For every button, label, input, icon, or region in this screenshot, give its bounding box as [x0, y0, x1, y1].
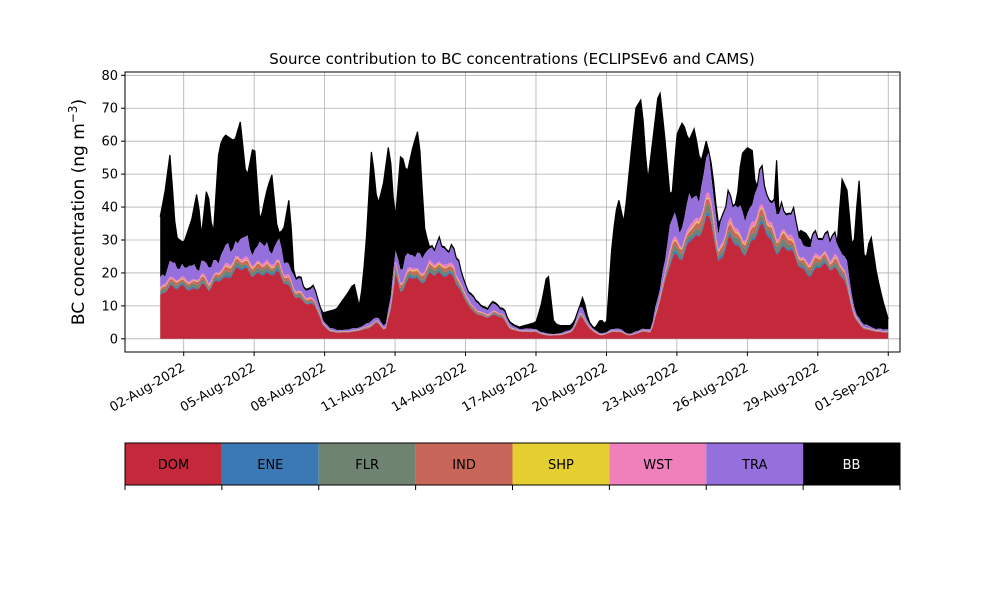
y-axis-label-close: ): [69, 99, 89, 106]
x-tick-label: 11-Aug-2022: [319, 360, 399, 415]
y-axis-label-main: BC concentration (ng m: [69, 123, 89, 325]
y-axis-label: BC concentration (ng m−3): [66, 99, 89, 325]
legend-label-tra: TRA: [741, 458, 767, 473]
y-tick-label: 10: [101, 299, 118, 314]
x-tick-label: 14-Aug-2022: [389, 360, 469, 415]
x-tick-label: 01-Sep-2022: [812, 360, 892, 415]
legend-swatch-wst: [609, 443, 707, 485]
x-tick-label: 17-Aug-2022: [460, 360, 540, 415]
y-tick-label: 20: [101, 266, 118, 281]
x-tick-label: 20-Aug-2022: [530, 360, 610, 415]
y-tick-label: 70: [101, 102, 118, 117]
legend-colorbar: DOM ENE FLR IND SHP WST TRA BB: [124, 442, 901, 490]
y-tick-label: 50: [101, 168, 118, 183]
legend-label-shp: SHP: [548, 458, 574, 473]
y-axis: 0 10 20 30 40 50 60 70 80: [101, 69, 125, 347]
chart-title: Source contribution to BC concentrations…: [269, 50, 754, 68]
x-tick-label: 23-Aug-2022: [601, 360, 681, 415]
legend-label-bb: BB: [843, 458, 861, 473]
y-tick-label: 30: [101, 234, 118, 249]
legend-label-ene: ENE: [257, 458, 283, 473]
legend-label-flr: FLR: [355, 458, 379, 473]
y-tick-label: 60: [101, 135, 118, 150]
legend-swatch-shp: [512, 443, 610, 485]
legend-swatch-bb: [803, 443, 900, 485]
legend-swatch-ene: [221, 443, 319, 485]
x-tick-label: 05-Aug-2022: [178, 360, 258, 415]
plot-areas: [159, 91, 889, 339]
legend-label-dom: DOM: [158, 458, 189, 473]
area-bb: [160, 93, 889, 335]
x-tick-label: 08-Aug-2022: [248, 360, 328, 415]
y-tick-label: 40: [101, 201, 118, 216]
plot-frame: [124, 71, 901, 353]
legend-swatch-flr: [318, 443, 416, 485]
x-tick-label: 02-Aug-2022: [107, 360, 187, 415]
x-tick-label: 29-Aug-2022: [741, 360, 821, 415]
legend-label-wst: WST: [643, 458, 672, 473]
y-axis-label-sup: −3: [66, 105, 80, 123]
y-tick-label: 80: [101, 69, 118, 84]
legend-swatch-tra: [706, 443, 804, 485]
legend-swatch-dom: [125, 443, 222, 485]
legend-swatch-ind: [415, 443, 513, 485]
total-outline: [159, 91, 889, 330]
legend-label-ind: IND: [452, 458, 476, 473]
area-dom: [160, 215, 889, 339]
x-tick-label: 26-Aug-2022: [671, 360, 751, 415]
y-tick-label: 0: [110, 332, 118, 347]
x-axis: 02-Aug-202205-Aug-202208-Aug-202211-Aug-…: [107, 352, 892, 416]
